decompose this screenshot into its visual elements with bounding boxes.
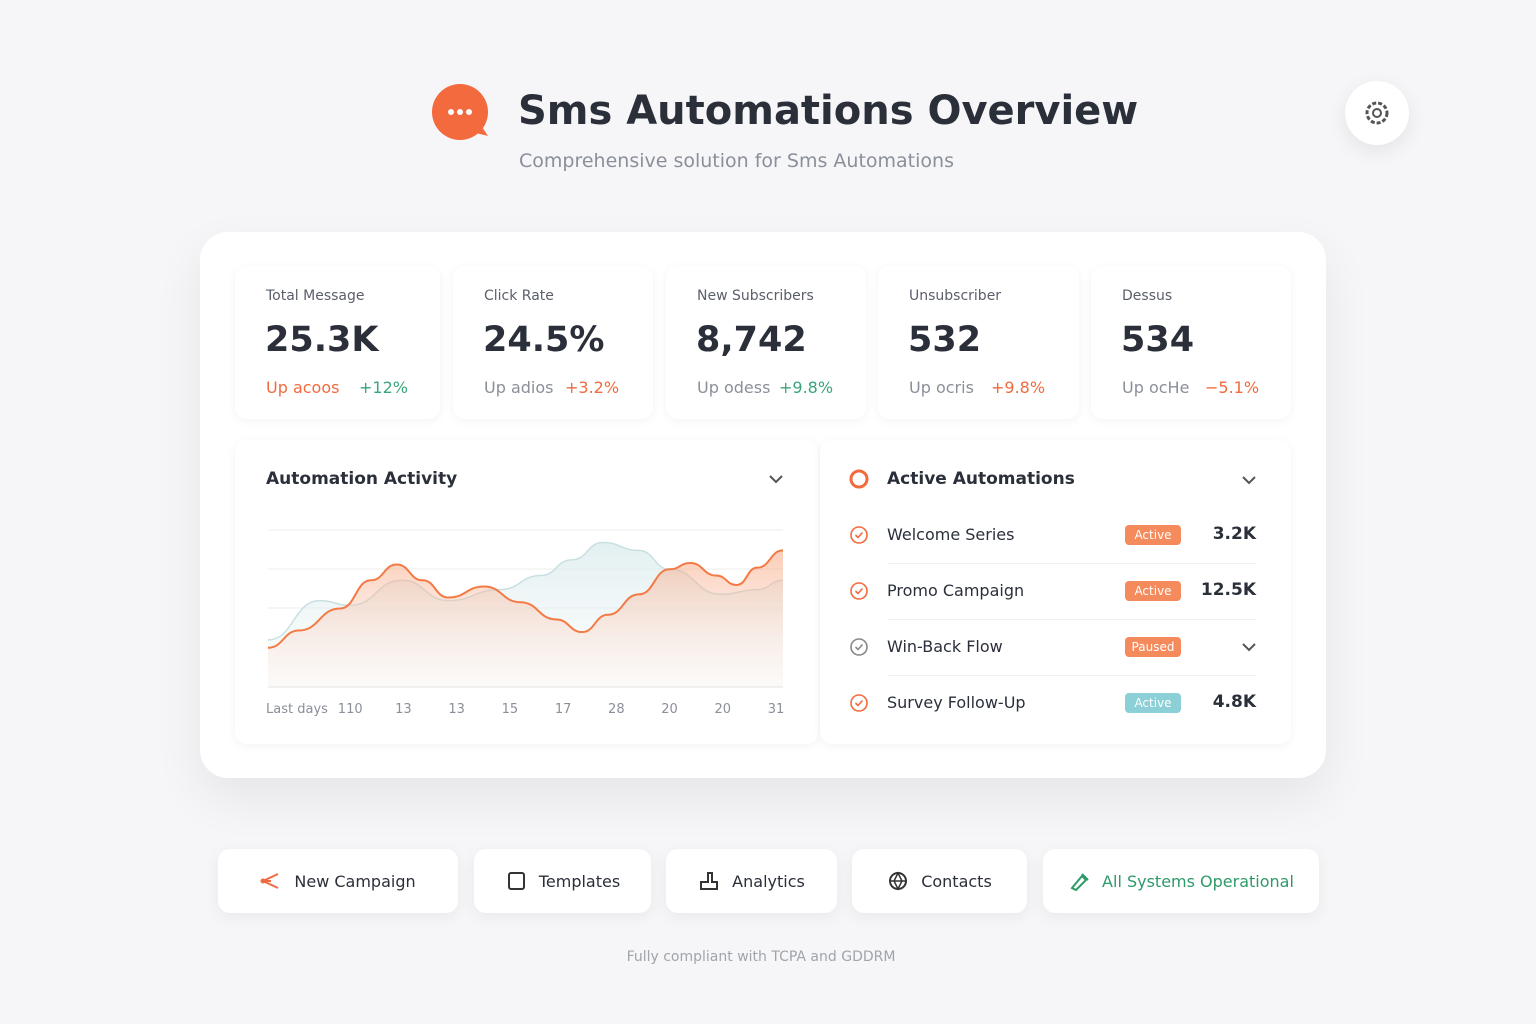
stat-value: 532	[908, 320, 982, 360]
stat-label: Unsubscriber	[909, 288, 1002, 304]
area	[268, 550, 783, 687]
x-tick-label: Last days	[266, 702, 328, 717]
action-button[interactable]: Contacts	[852, 849, 1027, 913]
settings-button[interactable]	[1345, 81, 1409, 145]
stat-change: +9.8%	[779, 378, 834, 397]
action-button[interactable]: All Systems Operational	[1043, 849, 1319, 913]
stat-card: Dessus 534 Up ocHe −5.1%	[1091, 266, 1291, 419]
stat-card: Unsubscriber 532 Up ocris +9.8%	[878, 266, 1079, 419]
footer: Fully compliant with TCPA and GDDRM	[626, 949, 896, 965]
row-icon	[850, 638, 868, 656]
activity-chart: Last days 110 13 13 15 17 28 20 20 31	[266, 529, 785, 717]
button-icon	[507, 872, 525, 890]
stat-label: Dessus	[1122, 288, 1173, 304]
stat-card: Total Message 25.3K Up acoos +12%	[235, 266, 440, 419]
button-icon	[1070, 873, 1089, 892]
stat-value: 24.5%	[483, 320, 605, 360]
stat-label: Total Message	[266, 288, 365, 304]
status-badge: Paused	[1125, 637, 1181, 657]
button-icon	[700, 872, 719, 890]
x-tick-label: 110	[338, 702, 363, 717]
row-icon	[850, 526, 868, 544]
stat-change: −5.1%	[1205, 378, 1260, 397]
button-icon	[889, 871, 908, 891]
row-name: Win-Back Flow	[887, 637, 1003, 656]
stat-value: 25.3K	[265, 320, 379, 360]
button-label: All Systems Operational	[1102, 871, 1294, 891]
row-name: Promo Campaign	[887, 581, 1025, 600]
stat-note: Up adios	[484, 378, 554, 397]
status-badge: Active	[1125, 693, 1181, 713]
subtitle: Comprehensive solution for Sms Automatio…	[519, 150, 954, 172]
row-name: Survey Follow-Up	[887, 693, 1026, 712]
action-button[interactable]: New Campaign	[218, 849, 458, 913]
x-tick-label: 20	[715, 702, 732, 717]
row-name: Welcome Series	[887, 525, 1015, 544]
status-badge: Active	[1125, 581, 1181, 601]
button-label: Templates	[538, 871, 621, 891]
row-divider	[887, 563, 1256, 564]
x-tick-label: 20	[661, 702, 678, 717]
x-tick-label: 13	[448, 702, 465, 717]
row-count: 4.8K	[1212, 692, 1256, 712]
chevron[interactable]	[769, 474, 783, 484]
row-icon	[850, 582, 868, 600]
stat-note: Up ocHe	[1122, 378, 1190, 397]
chevron[interactable]	[1242, 475, 1256, 485]
x-tick-label: 28	[608, 702, 625, 717]
status-badge: Active	[1125, 525, 1181, 545]
logo	[432, 84, 490, 142]
stat-card: New Subscribers 8,742 Up odess +9.8%	[666, 266, 866, 419]
stat-change: +3.2%	[565, 378, 620, 397]
stat-note: Up odess	[697, 378, 771, 397]
stat-note: Up acoos	[266, 378, 340, 397]
x-tick-label: 15	[502, 702, 519, 717]
panel-title: Active Automations	[887, 469, 1075, 489]
row-count: 3.2K	[1212, 524, 1256, 544]
button-icon	[260, 873, 279, 889]
line	[267, 549, 784, 649]
button-label: Analytics	[732, 871, 805, 891]
stat-label: Click Rate	[484, 288, 554, 304]
action-button[interactable]: Templates	[474, 849, 651, 913]
stat-card: Click Rate 24.5% Up adios +3.2%	[453, 266, 653, 419]
row-divider	[887, 619, 1256, 620]
button-label: New Campaign	[294, 871, 416, 891]
row-divider	[887, 675, 1256, 676]
title: Sms Automations Overview	[518, 88, 1139, 134]
row-count: 12.5K	[1200, 580, 1256, 600]
automations-panel: Active Automations Welcome Series Active 3…	[820, 440, 1291, 744]
panel-title: Automation Activity	[266, 469, 458, 489]
x-tick-label: 31	[768, 702, 785, 717]
stat-note: Up ocris	[909, 378, 974, 397]
chevron[interactable]	[1242, 642, 1256, 652]
button-label: Contacts	[921, 871, 992, 891]
row-icon	[850, 694, 868, 712]
stat-value: 8,742	[696, 320, 807, 360]
action-button[interactable]: Analytics	[666, 849, 837, 913]
stat-label: New Subscribers	[697, 288, 814, 304]
stat-value: 534	[1121, 320, 1195, 360]
panel-icon	[849, 469, 869, 489]
stat-change: +9.8%	[991, 378, 1046, 397]
stat-change: +12%	[359, 378, 408, 397]
x-tick-label: 17	[555, 702, 572, 717]
x-tick-label: 13	[395, 702, 412, 717]
